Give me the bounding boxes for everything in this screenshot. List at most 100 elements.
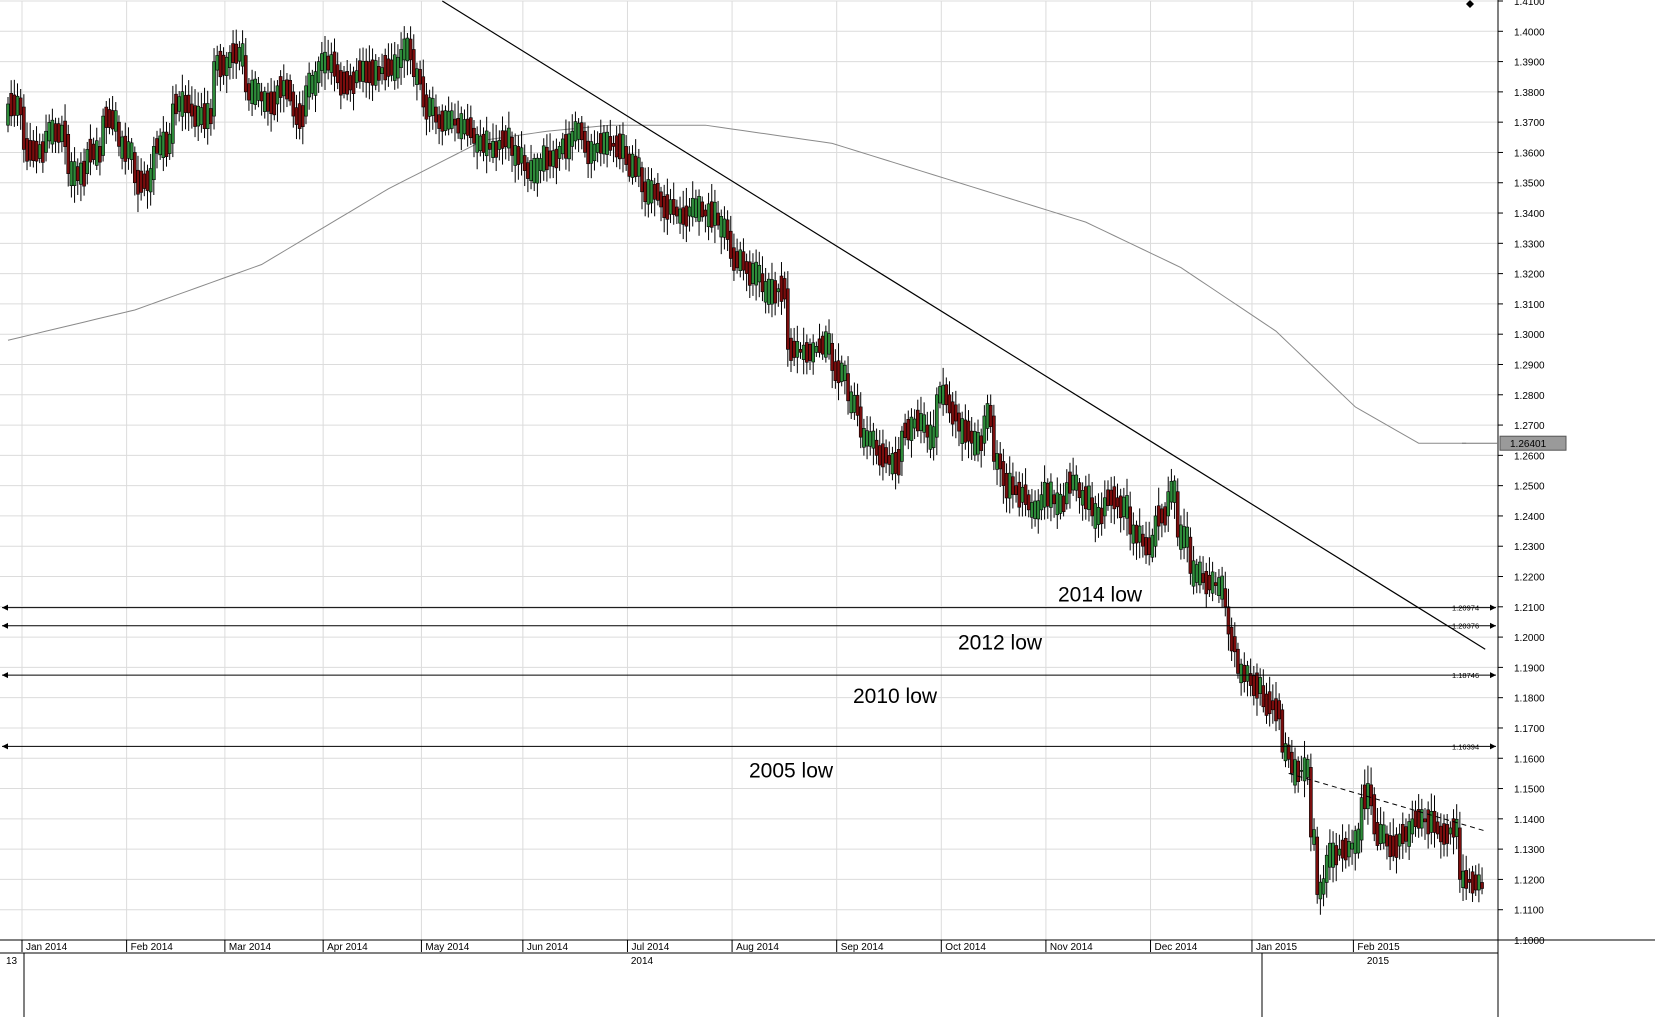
candle-body (1290, 751, 1294, 774)
candle-body (982, 415, 987, 444)
candle-body (637, 157, 641, 177)
level-annotation: 2014 low (1058, 584, 1143, 607)
candle-body (659, 191, 663, 208)
candle-body (256, 83, 261, 101)
price-tick-label: 1.3500 (1514, 179, 1545, 190)
candle-body (1448, 827, 1453, 835)
month-label: Nov 2014 (1050, 942, 1093, 953)
candle-body (957, 412, 961, 432)
candle-body (979, 435, 983, 451)
candle-body (1286, 744, 1291, 760)
candle-body (836, 360, 841, 384)
candle-body (209, 108, 213, 125)
candle-body (744, 261, 749, 274)
candle-body (503, 130, 508, 148)
price-tick-label: 1.1000 (1514, 936, 1545, 947)
candle-body (976, 432, 980, 455)
candle-body (741, 251, 746, 271)
candle-body (716, 212, 720, 226)
month-label: Aug 2014 (736, 942, 779, 953)
candle-body (25, 138, 29, 162)
candle-body (161, 131, 166, 158)
level-value-label: 1.20376 (1452, 622, 1479, 631)
price-tick-label: 1.3300 (1514, 239, 1545, 250)
candle-body (1324, 854, 1329, 883)
candle-body (1084, 486, 1088, 510)
price-tick-label: 1.2700 (1514, 421, 1545, 432)
candle-body (535, 157, 540, 184)
candle-body (507, 127, 511, 149)
candle-body (383, 55, 388, 81)
candle-body (690, 197, 695, 218)
candle-body (1280, 709, 1285, 753)
candle-body (478, 135, 483, 152)
price-tick-label: 1.4000 (1514, 27, 1545, 38)
candle-body (484, 130, 489, 157)
candle-body (573, 121, 578, 142)
candle-body (1204, 570, 1209, 595)
candle-body (843, 364, 847, 381)
candle-body (941, 384, 945, 405)
candle-body (1473, 874, 1478, 891)
candle-body (560, 138, 565, 155)
candle-body (339, 70, 343, 96)
candle-body (1461, 870, 1465, 888)
candle-body (947, 394, 952, 414)
candle-body (1401, 823, 1405, 844)
candle-body (868, 431, 873, 447)
candle-body (839, 362, 844, 382)
candle-body (1160, 508, 1164, 524)
candle-body (1207, 574, 1212, 591)
candle-body (969, 430, 974, 444)
candle-body (66, 133, 71, 174)
candle-body (1467, 879, 1472, 883)
candle-body (212, 61, 216, 117)
candle-body (1147, 537, 1151, 555)
candle-body (285, 79, 289, 100)
candle-body (250, 79, 254, 104)
price-tick-label: 1.3600 (1514, 148, 1545, 159)
candle-body (440, 110, 445, 132)
candle-body (167, 133, 172, 154)
candle-body (1096, 506, 1101, 525)
candle-body (1321, 878, 1326, 895)
candle-body (304, 85, 308, 117)
price-tick-label: 1.3700 (1514, 118, 1545, 129)
right-arrow-icon (1490, 622, 1496, 629)
candle-body (1185, 526, 1190, 548)
candle-body (104, 106, 109, 128)
candle-body (1245, 665, 1250, 682)
price-tick-label: 1.1300 (1514, 845, 1545, 856)
candle-body (259, 91, 264, 102)
trendlines-layer (441, 0, 1486, 832)
candle-body (709, 201, 714, 228)
candle-body (906, 419, 911, 441)
candle-body (887, 455, 892, 465)
candle-body (1090, 497, 1094, 517)
candle-body (1407, 821, 1411, 847)
candle-body (706, 203, 711, 228)
candle-body (329, 54, 334, 73)
candle-body (516, 146, 521, 165)
candle-body (935, 394, 939, 438)
candle-body (649, 180, 654, 204)
price-tick-label: 1.1500 (1514, 785, 1545, 796)
candle-body (1134, 524, 1139, 544)
candle-body (995, 453, 999, 470)
candle-body (1432, 810, 1437, 833)
price-tick-label: 1.3200 (1514, 270, 1545, 281)
candle-body (402, 38, 407, 61)
candle-body (323, 51, 327, 74)
candle-body (928, 424, 933, 450)
candle-body (671, 199, 676, 215)
candle-body (513, 145, 518, 166)
left-arrow-icon (2, 604, 8, 611)
price-tick-label: 1.1700 (1514, 724, 1545, 735)
candle-body (633, 155, 638, 177)
candle-body (1223, 588, 1228, 608)
candle-body (922, 414, 926, 433)
candle-body (640, 167, 644, 193)
candle-body (795, 341, 800, 358)
candle-body (564, 134, 568, 159)
